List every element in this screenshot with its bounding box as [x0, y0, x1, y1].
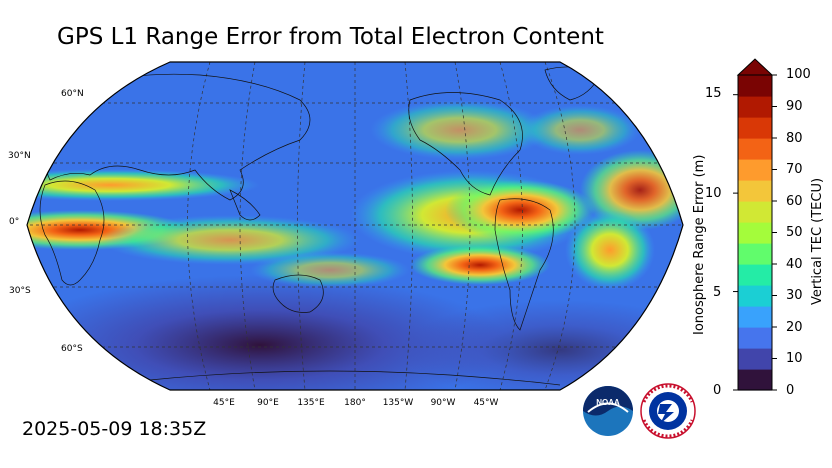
lat-label: 60°N — [61, 89, 84, 99]
colorbar-segment — [738, 201, 772, 223]
colorbar-right-tick: 100 — [786, 67, 811, 82]
tec-field — [27, 62, 683, 390]
colorbar-segment — [738, 75, 772, 97]
map-boundary — [26, 61, 684, 391]
colorbar-segment — [738, 222, 772, 244]
colorbar-right-tick: 70 — [786, 162, 803, 177]
colorbar-right-tick: 90 — [786, 99, 803, 114]
lon-label: 180° — [344, 398, 366, 408]
lon-label: 135°W — [382, 398, 414, 408]
colorbar-segment — [738, 285, 772, 307]
colorbar-right-tick: 40 — [786, 257, 803, 272]
lon-label: 90°W — [430, 398, 456, 408]
coastlines — [39, 66, 601, 386]
timestamp: 2025-05-09 18:35Z — [22, 418, 207, 440]
colorbar-segment — [738, 327, 772, 349]
colorbar-right-tick: 30 — [786, 288, 803, 303]
noaa-logo: NOAA — [583, 386, 633, 436]
chart-title: GPS L1 Range Error from Total Electron C… — [57, 24, 604, 50]
colorbar-left-tick: 5 — [713, 285, 722, 300]
colorbar-segment — [738, 180, 772, 202]
lat-label: 30°S — [9, 286, 31, 296]
colorbar-segment — [738, 138, 772, 160]
colorbar-left-tick: 10 — [705, 186, 722, 201]
colorbar-extend-arrow — [736, 58, 774, 76]
colorbar-left-tick: 0 — [713, 383, 722, 398]
svg-text:NOAA: NOAA — [596, 398, 620, 407]
colorbar-segment — [738, 96, 772, 118]
colorbar-right-tick: 80 — [786, 131, 803, 146]
colorbar-right-label: Vertical TEC (TECU) — [810, 177, 825, 305]
lon-label: 45°E — [213, 398, 235, 408]
colorbar-segment — [738, 306, 772, 328]
lon-label: 135°E — [297, 398, 325, 408]
nws-logo — [640, 383, 696, 439]
colorbar-segment — [738, 159, 772, 181]
colorbar-segment — [738, 264, 772, 286]
lat-label: 0° — [9, 217, 20, 227]
lat-label: 60°S — [61, 344, 83, 354]
colorbar-right-tick: 0 — [786, 383, 795, 398]
colorbar-segment — [738, 243, 772, 265]
graticule — [27, 62, 683, 390]
colorbar-segment — [738, 348, 772, 370]
colorbar-left-tick: 15 — [705, 86, 722, 101]
colorbar-right-tick: 10 — [786, 351, 803, 366]
colorbar-left-label: Ionosphere Range Error (m) — [692, 154, 707, 335]
colorbar-right-tick: 20 — [786, 320, 803, 335]
lon-label: 45°W — [473, 398, 499, 408]
colorbar-segment — [738, 117, 772, 139]
colorbar-right-tick: 60 — [786, 194, 803, 209]
lat-label: 30°N — [8, 151, 31, 161]
colorbar-right-tick: 50 — [786, 225, 803, 240]
colorbar-segment — [738, 369, 772, 391]
lon-label: 90°E — [257, 398, 279, 408]
colorbar — [733, 58, 777, 391]
